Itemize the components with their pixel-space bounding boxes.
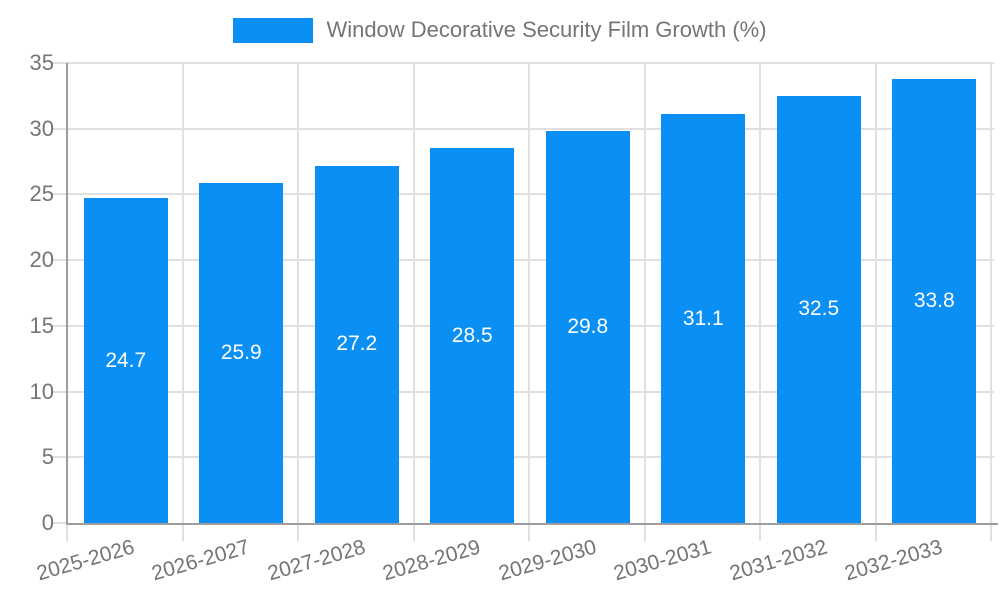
gridline-vertical: [181, 63, 184, 523]
bar-value-label: 33.8: [913, 288, 955, 312]
legend-item[interactable]: Window Decorative Security Film Growth (…: [233, 17, 767, 43]
legend-swatch: [233, 17, 314, 43]
y-axis-tick: [52, 456, 68, 459]
y-axis-tick: [52, 259, 68, 262]
x-axis-tick: [181, 525, 184, 541]
bar-value-label: 29.8: [567, 315, 609, 339]
y-axis-tick: [52, 62, 68, 64]
bar-value-label: 24.7: [105, 348, 147, 372]
legend-label: Window Decorative Security Film Growth (…: [326, 17, 767, 42]
gridline-vertical: [528, 63, 530, 523]
y-tick-label: 35: [29, 50, 54, 75]
gridline-horizontal: [68, 456, 994, 459]
gridline-vertical: [412, 63, 415, 523]
bar[interactable]: [199, 182, 284, 523]
gridline-horizontal: [68, 390, 994, 393]
x-axis-tick: [528, 525, 530, 541]
legend: Window Decorative Security Film Growth (…: [0, 17, 1000, 43]
x-axis-tick: [412, 525, 415, 541]
y-axis-tick: [52, 522, 68, 524]
bar[interactable]: [661, 114, 746, 523]
x-axis-line: [66, 523, 998, 525]
x-axis-tick: [759, 525, 761, 541]
y-tick-label: 25: [29, 181, 54, 207]
y-axis-tick: [52, 324, 68, 327]
bar[interactable]: [83, 198, 168, 523]
bar[interactable]: [545, 131, 630, 523]
gridline-horizontal: [68, 193, 994, 196]
y-axis-line: [66, 63, 68, 523]
y-tick-label: 5: [41, 444, 54, 470]
bar[interactable]: [430, 148, 515, 523]
gridline-horizontal: [68, 259, 994, 262]
bar[interactable]: [776, 95, 861, 523]
y-tick-label: 10: [29, 378, 54, 404]
gridline-vertical: [297, 63, 299, 523]
bar-value-label: 25.9: [220, 340, 262, 364]
gridline-horizontal: [68, 62, 994, 64]
gridline-vertical: [759, 63, 761, 523]
y-tick-label: 0: [41, 510, 54, 535]
gridline-horizontal: [68, 127, 994, 130]
gridline-vertical: [990, 63, 992, 523]
bar-value-label: 28.5: [451, 323, 493, 347]
gridline-horizontal: [68, 324, 994, 327]
x-axis-tick: [66, 525, 68, 541]
x-axis-tick: [297, 525, 299, 541]
bar[interactable]: [314, 165, 399, 523]
x-axis-tick: [643, 525, 646, 541]
y-axis-tick: [52, 193, 68, 196]
gridline-vertical: [643, 63, 646, 523]
x-axis-tick: [874, 525, 877, 541]
y-axis-tick: [52, 127, 68, 130]
x-axis-tick: [990, 525, 992, 541]
bar-value-label: 31.1: [682, 306, 724, 330]
y-tick-label: 30: [29, 115, 54, 141]
bar-value-label: 32.5: [798, 297, 840, 321]
y-axis-tick: [52, 390, 68, 393]
bar-value-label: 27.2: [336, 332, 378, 356]
gridline-vertical: [874, 63, 877, 523]
bar[interactable]: [892, 78, 977, 523]
y-tick-label: 15: [29, 312, 54, 338]
y-tick-label: 20: [29, 247, 54, 273]
